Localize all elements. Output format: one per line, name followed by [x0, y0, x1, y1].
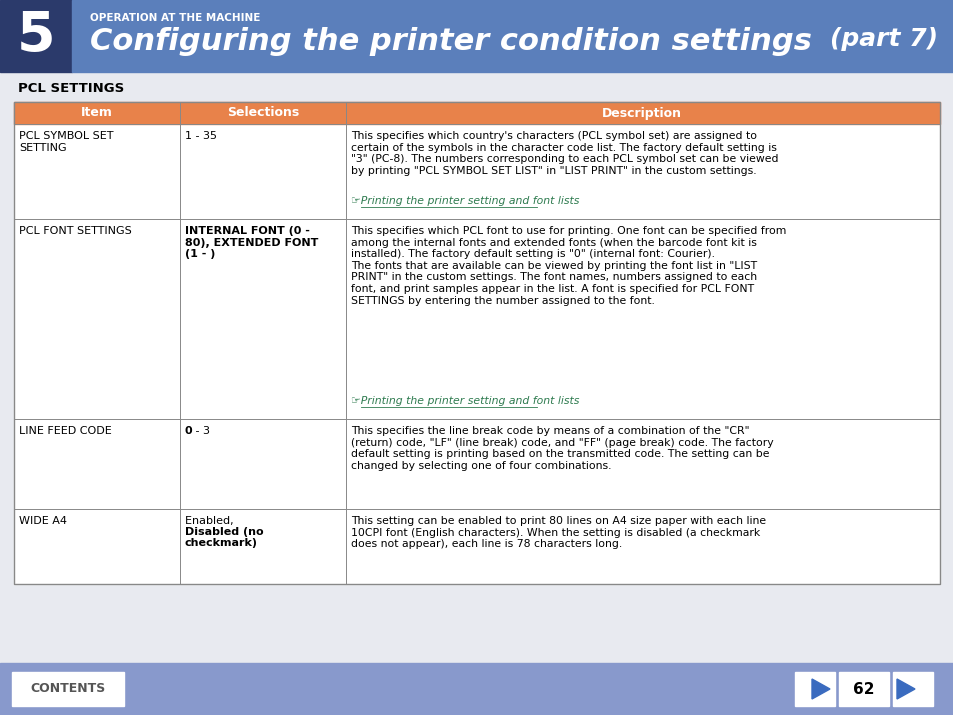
- Text: PCL SYMBOL SET
SETTING: PCL SYMBOL SET SETTING: [19, 131, 113, 152]
- Bar: [14, 509, 939, 584]
- Text: (part 7): (part 7): [829, 27, 937, 51]
- Bar: [892, 672, 932, 706]
- Text: 5: 5: [16, 9, 55, 63]
- Text: This specifies which PCL font to use for printing. One font can be specified fro: This specifies which PCL font to use for…: [351, 226, 785, 305]
- Text: Disabled (no: Disabled (no: [185, 527, 263, 537]
- Text: 1 - 35: 1 - 35: [185, 131, 216, 141]
- Bar: [0, 0, 71, 72]
- Text: PCL SETTINGS: PCL SETTINGS: [18, 82, 124, 95]
- Bar: [0, 663, 953, 715]
- Bar: [12, 672, 124, 706]
- Text: ☞Printing the printer setting and font lists: ☞Printing the printer setting and font l…: [351, 196, 578, 206]
- Text: Description: Description: [601, 107, 681, 119]
- Bar: [71, 0, 953, 72]
- Bar: [838, 672, 888, 706]
- Bar: [14, 419, 939, 509]
- Text: Configuring the printer condition settings: Configuring the printer condition settin…: [90, 27, 811, 56]
- Bar: [794, 672, 834, 706]
- Text: This specifies the line break code by means of a combination of the "CR"
(return: This specifies the line break code by me…: [351, 426, 773, 470]
- Text: Selections: Selections: [227, 107, 299, 119]
- Bar: [14, 124, 939, 219]
- Text: - 3: - 3: [192, 426, 210, 436]
- Text: ☞Printing the printer setting and font lists: ☞Printing the printer setting and font l…: [351, 396, 578, 406]
- Bar: [14, 219, 939, 419]
- Text: This specifies which country's characters (PCL symbol set) are assigned to
certa: This specifies which country's character…: [351, 131, 778, 176]
- Bar: [14, 102, 939, 584]
- Polygon shape: [811, 679, 829, 699]
- Text: This setting can be enabled to print 80 lines on A4 size paper with each line
10: This setting can be enabled to print 80 …: [351, 516, 765, 549]
- Text: OPERATION AT THE MACHINE: OPERATION AT THE MACHINE: [90, 13, 260, 23]
- Text: PCL FONT SETTINGS: PCL FONT SETTINGS: [19, 226, 132, 236]
- Text: CONTENTS: CONTENTS: [30, 683, 106, 696]
- Text: WIDE A4: WIDE A4: [19, 516, 67, 526]
- Text: Item: Item: [81, 107, 112, 119]
- Text: 0: 0: [185, 426, 193, 436]
- Text: 62: 62: [852, 681, 874, 696]
- Bar: [14, 102, 939, 124]
- Text: Enabled,: Enabled,: [185, 516, 237, 526]
- Text: INTERNAL FONT (0 -
80), EXTENDED FONT
(1 - ): INTERNAL FONT (0 - 80), EXTENDED FONT (1…: [185, 226, 318, 260]
- Text: LINE FEED CODE: LINE FEED CODE: [19, 426, 112, 436]
- Text: checkmark): checkmark): [185, 538, 257, 548]
- Polygon shape: [896, 679, 914, 699]
